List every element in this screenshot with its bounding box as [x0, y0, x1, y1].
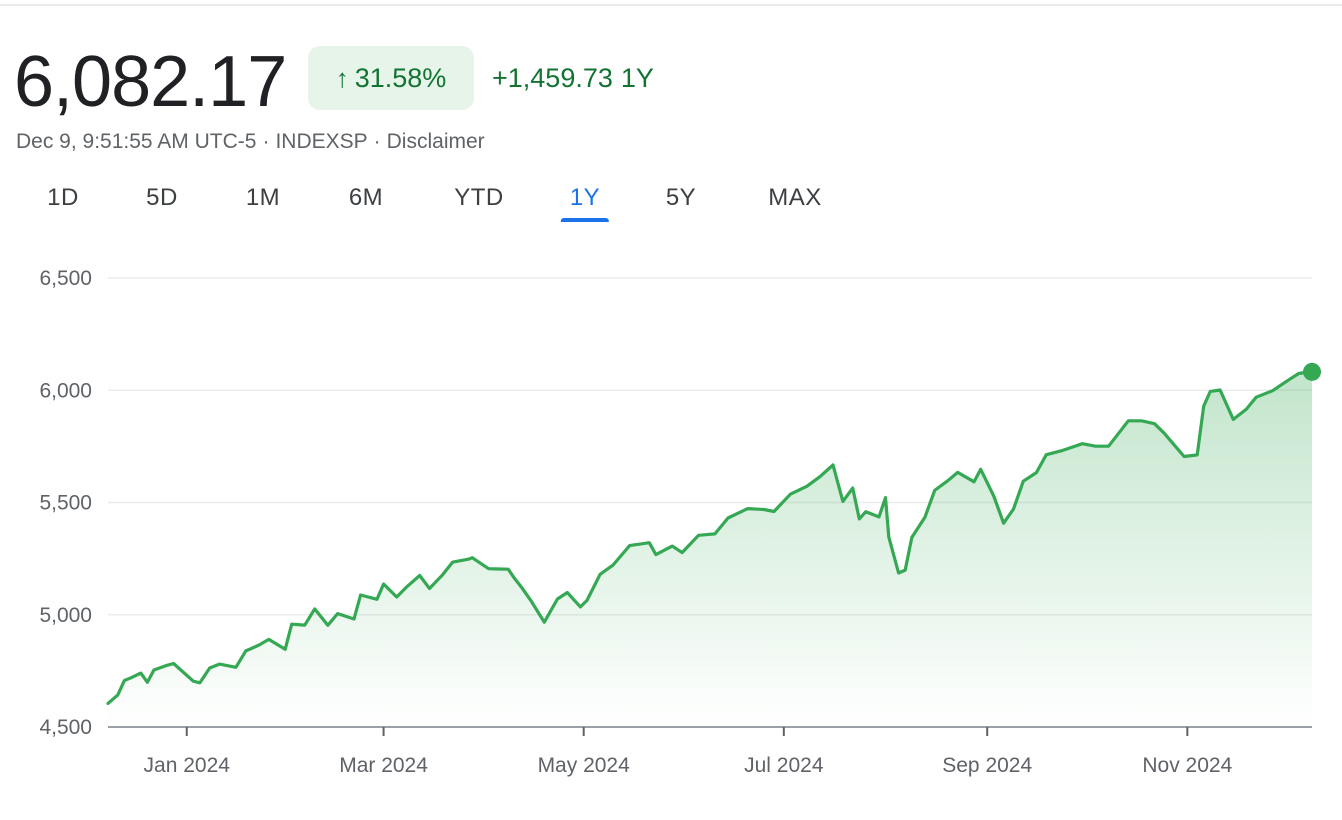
y-axis: 4,500 5,000 5,500 6,000 6,500	[39, 267, 92, 739]
change-period: 1Y	[620, 63, 654, 93]
quote-meta: Dec 9, 9:51:55 AM UTC-5 · INDEXSP · Disc…	[16, 128, 485, 156]
price-chart[interactable]: 4,500 5,000 5,500 6,000 6,500 Jan 2024 Mar 20…	[0, 240, 1342, 800]
current-price: 6,082.17	[14, 42, 287, 122]
x-axis: Jan 2024 Mar 2024 May 2024 Jul 2024 Sep 2024…	[144, 727, 1233, 777]
exchange-name: INDEXSP	[275, 130, 368, 153]
change-value: +1,459.73	[492, 63, 613, 93]
y-tick-label: 6,000	[39, 379, 92, 402]
tab-5d[interactable]: 5D	[146, 184, 178, 211]
x-tick-label: Jan 2024	[144, 754, 231, 777]
x-tick-label: Sep 2024	[942, 754, 1032, 777]
meta-separator: ·	[373, 130, 381, 153]
last-price-marker	[1303, 362, 1321, 381]
tab-1m[interactable]: 1M	[245, 184, 281, 211]
time-range-tabs: 1D 5D 1M 6M YTD 1Y 5Y MAX	[0, 178, 900, 228]
tab-6m[interactable]: 6M	[348, 184, 384, 211]
tab-1d[interactable]: 1D	[47, 184, 79, 211]
tab-ytd[interactable]: YTD	[454, 184, 504, 211]
y-tick-label: 6,500	[39, 267, 92, 290]
disclaimer-link[interactable]: Disclaimer	[386, 130, 485, 153]
tab-1y[interactable]: 1Y	[570, 178, 600, 218]
price-line	[106, 370, 1314, 705]
change-value-group: +1,459.73 1Y	[492, 58, 654, 98]
x-tick-label: Nov 2024	[1142, 754, 1232, 777]
meta-separator: ·	[262, 130, 270, 153]
x-tick-label: Mar 2024	[339, 754, 428, 777]
timestamp: Dec 9, 9:51:55 AM UTC-5	[16, 130, 257, 153]
y-tick-label: 4,500	[39, 716, 92, 739]
x-tick-label: Jul 2024	[744, 754, 824, 777]
change-percent-badge: ↑ 31.58%	[308, 46, 474, 110]
y-tick-label: 5,000	[39, 604, 92, 627]
tab-max[interactable]: MAX	[768, 184, 822, 211]
top-divider	[0, 4, 1342, 6]
y-tick-label: 5,500	[39, 492, 92, 515]
arrow-up-icon: ↑	[335, 63, 349, 93]
change-percent: 31.58%	[354, 62, 447, 93]
tab-5y[interactable]: 5Y	[665, 184, 697, 211]
price-area	[108, 371, 1312, 727]
x-tick-label: May 2024	[538, 754, 631, 777]
